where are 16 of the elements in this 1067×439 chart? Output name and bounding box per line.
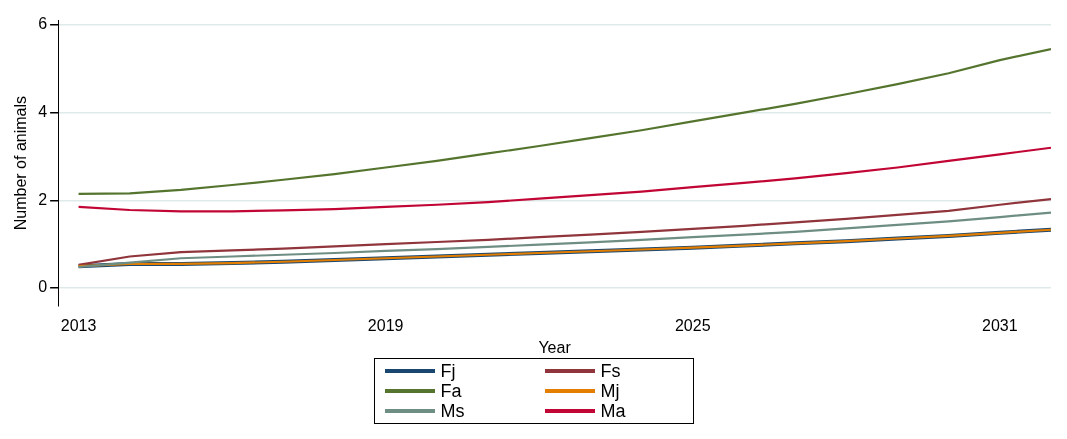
legend-label: Ms bbox=[440, 401, 465, 421]
y-tick-label: 6 bbox=[38, 15, 48, 33]
y-axis-title: Number of animals bbox=[12, 95, 30, 231]
y-tick-label: 2 bbox=[38, 190, 48, 208]
legend-label: Fj bbox=[440, 361, 456, 381]
y-tick-label: 4 bbox=[38, 103, 48, 121]
x-tick-label: 2013 bbox=[60, 316, 97, 334]
x-tick-label: 2031 bbox=[982, 316, 1018, 334]
x-axis-title: Year bbox=[538, 338, 572, 356]
legend-label: Mj bbox=[600, 381, 620, 401]
legend-label: Fs bbox=[600, 361, 621, 381]
x-tick-label: 2019 bbox=[367, 316, 404, 334]
y-tick-label: 0 bbox=[38, 278, 48, 296]
legend-label: Ma bbox=[600, 401, 626, 421]
x-tick-label: 2025 bbox=[674, 316, 711, 334]
legend-label: Fa bbox=[440, 381, 462, 401]
